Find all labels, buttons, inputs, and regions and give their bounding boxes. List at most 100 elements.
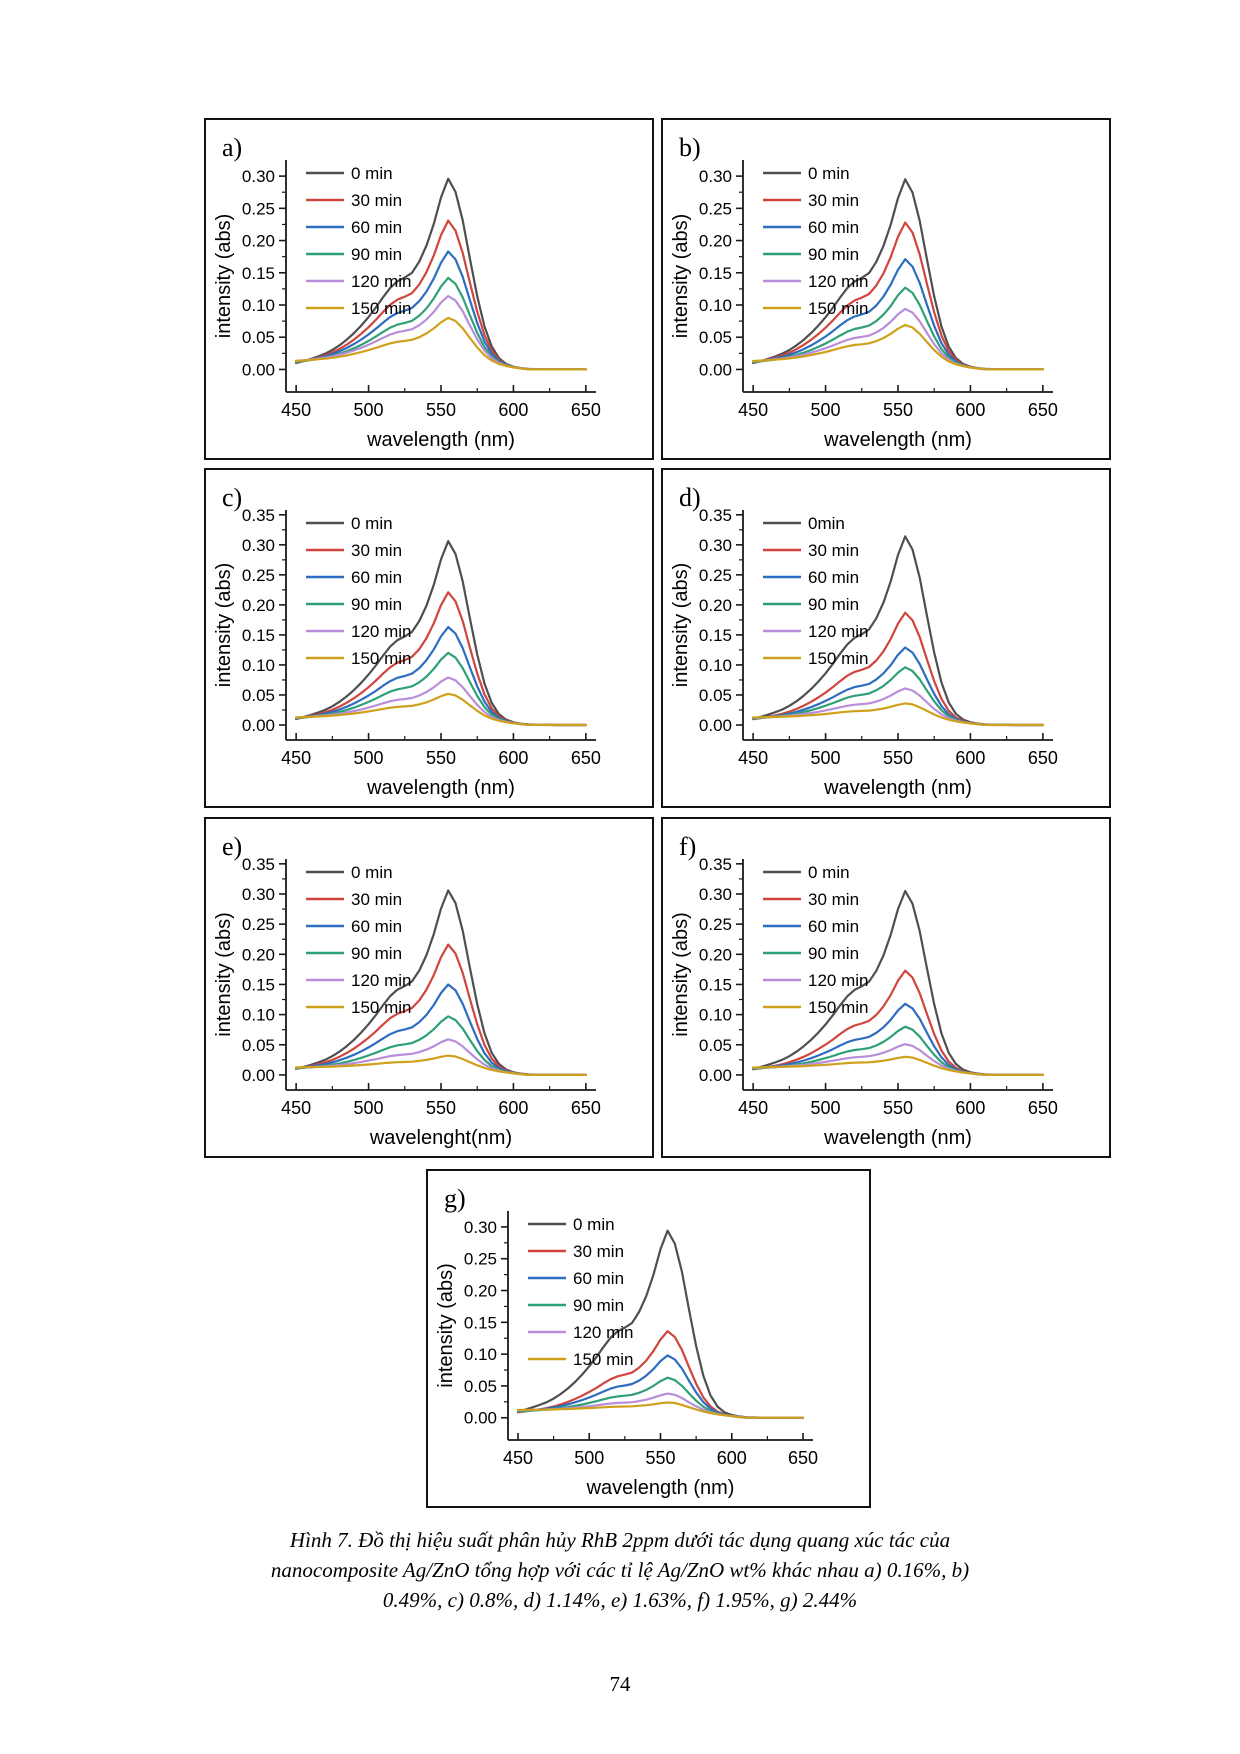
curve-b-120min (751, 307, 1044, 371)
legend-label-f-0: 0 min (808, 863, 850, 882)
curve-e-0min (294, 889, 587, 1076)
svg-text:600: 600 (498, 400, 528, 420)
y-axis-label-c: intensity (abs) (213, 563, 235, 688)
x-axis-label-b: wavelength (nm) (823, 429, 972, 451)
curve-d-150min (751, 702, 1044, 727)
legend-label-g-3: 90 min (573, 1296, 624, 1315)
chart-svg-b: 0.00 0.05 0.10 0.15 0.20 0.25 0.30 450 500 550 600… (670, 133, 1058, 451)
svg-text:0.25: 0.25 (464, 1250, 497, 1269)
legend-label-c-4: 120 min (351, 622, 411, 641)
legend-label-b-0: 0 min (808, 164, 850, 183)
svg-text:0.00: 0.00 (699, 360, 732, 379)
svg-text:0.10: 0.10 (464, 1345, 497, 1364)
panel-letter-c: c) (222, 483, 242, 512)
svg-text:0.20: 0.20 (242, 232, 275, 251)
curve-c-0min (294, 540, 587, 727)
legend-label-a-1: 30 min (351, 191, 402, 210)
svg-text:500: 500 (811, 748, 841, 768)
svg-text:0.30: 0.30 (242, 885, 275, 904)
legend-label-c-0: 0 min (351, 514, 393, 533)
svg-text:500: 500 (354, 1098, 384, 1118)
panel-a-chart: 0.00 0.05 0.10 0.15 0.20 0.25 0.30 450 500 550 600… (204, 118, 654, 460)
curve-a-150min (294, 316, 587, 371)
x-axis-label-c: wavelength (nm) (366, 777, 515, 799)
panel-letter-b: b) (679, 133, 701, 162)
legend-label-b-2: 60 min (808, 218, 859, 237)
svg-text:0.05: 0.05 (464, 1377, 497, 1396)
legend-label-b-1: 30 min (808, 191, 859, 210)
curve-d-120min (751, 687, 1044, 727)
legend-label-a-2: 60 min (351, 218, 402, 237)
svg-text:500: 500 (811, 400, 841, 420)
x-axis-label-a: wavelength (nm) (366, 429, 515, 451)
y-axis-label-g: intensity (abs) (435, 1263, 457, 1388)
svg-text:0.00: 0.00 (464, 1409, 497, 1428)
svg-text:550: 550 (883, 748, 913, 768)
chart-svg-d: 0.00 0.05 0.10 0.15 0.20 0.25 0.30 0.35 450 500 55… (670, 483, 1058, 799)
svg-text:0.00: 0.00 (242, 1066, 275, 1085)
svg-text:0.25: 0.25 (699, 566, 732, 585)
svg-text:500: 500 (574, 1448, 604, 1468)
svg-text:0.20: 0.20 (464, 1282, 497, 1301)
legend-label-d-4: 120 min (808, 622, 868, 641)
svg-text:550: 550 (883, 400, 913, 420)
curve-a-30min (294, 219, 587, 371)
svg-text:0.10: 0.10 (699, 1006, 732, 1025)
svg-text:0.35: 0.35 (699, 855, 732, 874)
curve-f-150min (751, 1055, 1044, 1076)
svg-text:0.15: 0.15 (242, 264, 275, 283)
svg-text:0.25: 0.25 (699, 199, 732, 218)
curve-g-90min (516, 1376, 805, 1419)
svg-text:650: 650 (1028, 400, 1058, 420)
svg-text:650: 650 (571, 400, 601, 420)
svg-text:650: 650 (1028, 748, 1058, 768)
svg-text:0.35: 0.35 (242, 855, 275, 874)
svg-text:650: 650 (571, 1098, 601, 1118)
svg-text:650: 650 (571, 748, 601, 768)
legend-label-f-4: 120 min (808, 971, 868, 990)
x-axis-label-d: wavelength (nm) (823, 777, 972, 799)
svg-text:0.05: 0.05 (242, 686, 275, 705)
curve-b-150min (751, 323, 1044, 371)
figure-caption: Hình 7. Đồ thị hiệu suất phân hủy RhB 2p… (150, 1526, 1090, 1615)
svg-text:0.35: 0.35 (242, 506, 275, 525)
curve-c-150min (294, 692, 587, 727)
legend-label-a-0: 0 min (351, 164, 393, 183)
svg-text:600: 600 (955, 400, 985, 420)
svg-text:550: 550 (426, 400, 456, 420)
svg-text:0.05: 0.05 (699, 686, 732, 705)
svg-text:0.00: 0.00 (699, 716, 732, 735)
panel-letter-f: f) (679, 832, 696, 861)
panel-d-chart: 0.00 0.05 0.10 0.15 0.20 0.25 0.30 0.35 450 500 55… (661, 468, 1111, 808)
panel-letter-e: e) (222, 832, 242, 861)
legend-label-b-5: 150 min (808, 299, 868, 318)
page-number: 74 (609, 1672, 631, 1696)
legend-label-c-3: 90 min (351, 595, 402, 614)
legend-label-f-3: 90 min (808, 944, 859, 963)
svg-text:0.15: 0.15 (464, 1313, 497, 1332)
legend-label-d-5: 150 min (808, 649, 868, 668)
panel-g-chart: 0.00 0.05 0.10 0.15 0.20 0.25 0.30 450 500 550 600… (426, 1169, 871, 1508)
svg-text:0.30: 0.30 (242, 167, 275, 186)
legend-label-c-5: 150 min (351, 649, 411, 668)
svg-text:0.15: 0.15 (699, 264, 732, 283)
svg-text:500: 500 (354, 400, 384, 420)
svg-text:450: 450 (738, 1098, 768, 1118)
figure-caption-line-2: nanocomposite Ag/ZnO tổng hợp với các tỉ… (270, 1557, 970, 1582)
svg-text:0.30: 0.30 (699, 167, 732, 186)
svg-text:0.20: 0.20 (699, 232, 732, 251)
svg-text:450: 450 (281, 400, 311, 420)
chart-svg-g: 0.00 0.05 0.10 0.15 0.20 0.25 0.30 450 500 550 600… (435, 1184, 818, 1499)
legend-label-g-2: 60 min (573, 1269, 624, 1288)
legend-label-c-2: 60 min (351, 568, 402, 587)
svg-text:0.30: 0.30 (699, 536, 732, 555)
legend-label-e-3: 90 min (351, 944, 402, 963)
svg-text:0.15: 0.15 (242, 626, 275, 645)
svg-text:0.15: 0.15 (699, 975, 732, 994)
y-axis-label-b: intensity (abs) (670, 214, 692, 339)
svg-text:0.05: 0.05 (699, 1036, 732, 1055)
legend-label-e-0: 0 min (351, 863, 393, 882)
svg-text:0.00: 0.00 (242, 716, 275, 735)
svg-text:450: 450 (738, 400, 768, 420)
y-axis-label-d: intensity (abs) (670, 563, 692, 688)
